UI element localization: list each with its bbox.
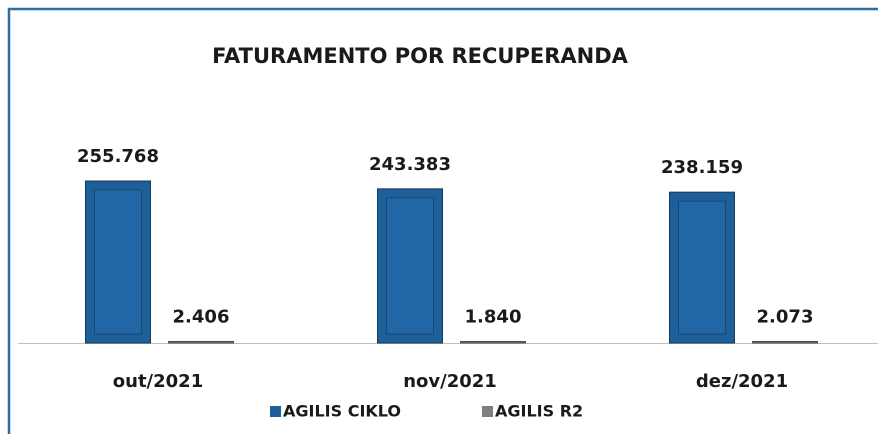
legend-swatch [270, 406, 281, 417]
bar [168, 340, 234, 344]
data-label: 255.768 [77, 146, 159, 167]
legend-label: AGILIS CIKLO [283, 402, 401, 421]
bar-bevel [386, 197, 434, 335]
data-label: 238.159 [661, 157, 743, 178]
x-tick-label: dez/2021 [696, 371, 788, 392]
bar [460, 341, 526, 344]
x-tick-label: out/2021 [113, 371, 203, 392]
data-label: 2.073 [757, 307, 814, 328]
bar [752, 341, 818, 344]
bar-bevel [678, 200, 726, 335]
chart-title: FATURAMENTO POR RECUPERANDA [212, 44, 629, 68]
data-label: 243.383 [369, 154, 451, 175]
bar-bevel [94, 189, 142, 335]
data-label: 1.840 [465, 307, 522, 328]
data-label: 2.406 [173, 306, 230, 327]
legend-label: AGILIS R2 [495, 402, 583, 421]
legend-swatch [482, 406, 493, 417]
frame [7, 7, 878, 434]
x-tick-label: nov/2021 [403, 371, 497, 392]
